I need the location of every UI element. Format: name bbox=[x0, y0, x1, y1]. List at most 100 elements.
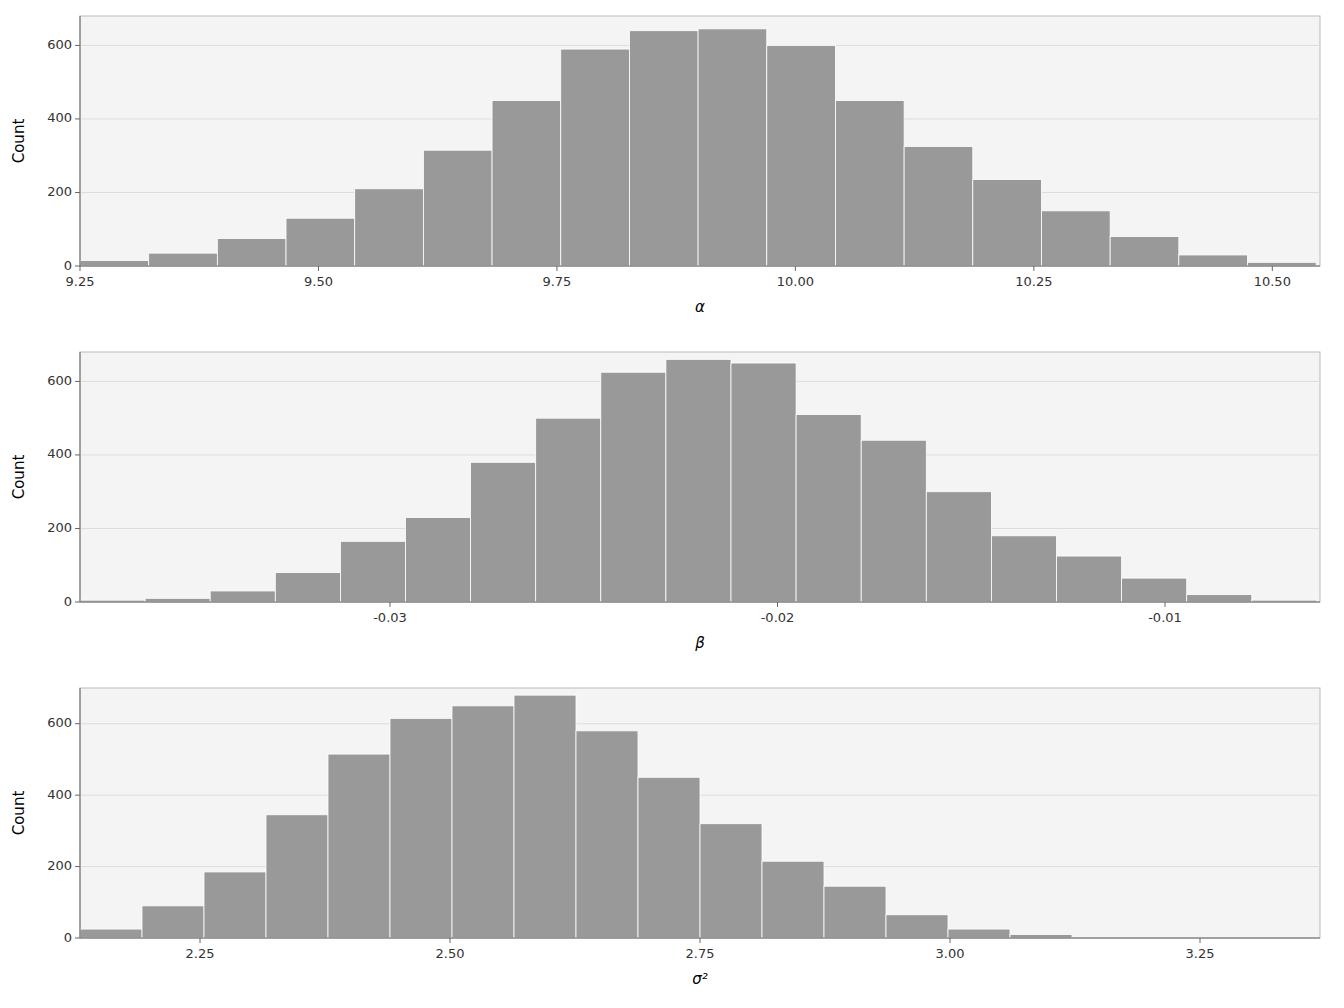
x-tick-label: 9.50 bbox=[304, 274, 333, 289]
histogram-bar bbox=[762, 861, 824, 938]
x-tick-label: 9.75 bbox=[542, 274, 571, 289]
histogram-bar bbox=[638, 777, 700, 938]
panel: 02004006002.252.502.753.003.25σ²Count bbox=[10, 688, 1320, 988]
y-axis-line bbox=[80, 352, 81, 602]
histogram-bar bbox=[666, 359, 731, 602]
histogram-bar bbox=[423, 150, 492, 266]
plot-area bbox=[80, 352, 1320, 602]
bars bbox=[80, 695, 1072, 938]
y-tick bbox=[75, 192, 80, 193]
y-tick bbox=[75, 45, 80, 46]
y-tick-label: 400 bbox=[47, 446, 72, 461]
x-tick bbox=[318, 266, 319, 271]
histogram-bar bbox=[80, 260, 149, 266]
x-tick bbox=[1033, 266, 1034, 271]
panel: 02004006009.259.509.7510.0010.2510.50αCo… bbox=[10, 16, 1320, 316]
histogram-bar bbox=[767, 45, 836, 266]
histogram-bar bbox=[973, 180, 1042, 266]
histogram-bar bbox=[926, 492, 991, 602]
histogram-bar bbox=[731, 363, 796, 602]
x-axis-line bbox=[80, 266, 1320, 267]
x-tick bbox=[1165, 602, 1166, 607]
x-tick-label: -0.02 bbox=[761, 610, 795, 625]
histogram-bar bbox=[149, 253, 218, 266]
x-tick-label: -0.01 bbox=[1148, 610, 1182, 625]
x-tick bbox=[777, 602, 778, 607]
histogram-bar bbox=[217, 238, 286, 266]
grid-line bbox=[80, 266, 1320, 267]
y-tick-label: 400 bbox=[47, 110, 72, 125]
x-tick-label: 2.75 bbox=[686, 946, 715, 961]
y-tick bbox=[75, 602, 80, 603]
histogram-bar bbox=[340, 541, 405, 602]
histogram-bar bbox=[796, 415, 861, 603]
histogram-bar bbox=[390, 718, 452, 938]
histogram-bar bbox=[1179, 255, 1248, 266]
x-axis-line bbox=[80, 602, 1320, 603]
histogram-bar bbox=[80, 929, 142, 938]
x-tick-label: 10.25 bbox=[1015, 274, 1052, 289]
bars bbox=[80, 29, 1316, 266]
histogram-bar bbox=[904, 147, 973, 266]
histogram-bar bbox=[275, 573, 340, 602]
histogram-bar bbox=[471, 462, 536, 602]
x-tick-label: 10.00 bbox=[777, 274, 814, 289]
x-axis-label: α bbox=[695, 298, 705, 316]
x-tick-label: 2.50 bbox=[436, 946, 465, 961]
x-tick bbox=[1272, 266, 1273, 271]
histogram-bar bbox=[492, 101, 561, 266]
histogram-bar bbox=[1010, 934, 1072, 938]
x-tick bbox=[80, 266, 81, 271]
y-tick-label: 600 bbox=[47, 373, 72, 388]
figure-background bbox=[0, 0, 1344, 1008]
x-tick-label: 3.25 bbox=[1186, 946, 1215, 961]
y-tick-label: 200 bbox=[47, 520, 72, 535]
histogram-bar bbox=[452, 706, 514, 938]
y-tick bbox=[75, 454, 80, 455]
y-axis-line bbox=[80, 16, 81, 266]
histogram-bar bbox=[700, 824, 762, 938]
y-axis-label: Count bbox=[10, 119, 28, 164]
x-tick bbox=[700, 938, 701, 943]
y-tick-label: 200 bbox=[47, 184, 72, 199]
histogram-bar bbox=[824, 886, 886, 938]
x-tick-label: 3.00 bbox=[936, 946, 965, 961]
histogram-bar bbox=[1110, 237, 1179, 266]
panel: 0200400600-0.03-0.02-0.01βCount bbox=[10, 352, 1320, 652]
y-tick-label: 600 bbox=[47, 37, 72, 52]
x-tick-label: 9.25 bbox=[66, 274, 95, 289]
x-tick-label: 2.25 bbox=[186, 946, 215, 961]
y-tick bbox=[75, 266, 80, 267]
histogram-bar bbox=[835, 101, 904, 266]
y-tick-label: 0 bbox=[64, 930, 72, 945]
y-tick-label: 600 bbox=[47, 715, 72, 730]
histogram-bar bbox=[698, 29, 767, 266]
y-tick bbox=[75, 381, 80, 382]
plot-area bbox=[80, 688, 1320, 938]
histogram-bar bbox=[1122, 578, 1187, 602]
histogram-bar bbox=[536, 418, 601, 602]
histogram-bar bbox=[601, 372, 666, 602]
x-tick-label: -0.03 bbox=[373, 610, 407, 625]
x-tick bbox=[795, 266, 796, 271]
y-tick-label: 0 bbox=[64, 258, 72, 273]
histogram-bar bbox=[286, 218, 355, 266]
y-tick-label: 200 bbox=[47, 858, 72, 873]
x-tick bbox=[1200, 938, 1201, 943]
figure: 02004006009.259.509.7510.0010.2510.50αCo… bbox=[0, 0, 1344, 1008]
histogram-bar bbox=[145, 598, 210, 602]
histogram-bar bbox=[948, 929, 1010, 938]
x-tick bbox=[450, 938, 451, 943]
y-axis-label: Count bbox=[10, 791, 28, 836]
histogram-bar bbox=[142, 906, 204, 938]
y-axis-line bbox=[80, 688, 81, 938]
histogram-bar bbox=[514, 695, 576, 938]
histogram-bar bbox=[576, 731, 638, 938]
histogram-bar bbox=[204, 872, 266, 938]
bars bbox=[80, 359, 1317, 602]
histogram-bar bbox=[406, 517, 471, 602]
x-tick bbox=[556, 266, 557, 271]
histogram-bar bbox=[1248, 262, 1317, 266]
y-tick-label: 0 bbox=[64, 594, 72, 609]
x-axis-label: σ² bbox=[692, 970, 708, 988]
